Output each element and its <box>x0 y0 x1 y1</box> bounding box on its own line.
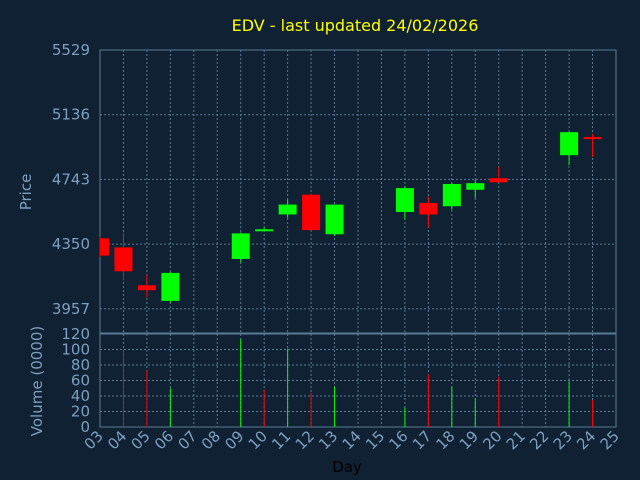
candle <box>583 133 602 157</box>
candle <box>231 232 250 263</box>
day-tick-label: 15 <box>362 427 388 453</box>
day-axis-label: Day <box>332 458 362 476</box>
candle <box>278 199 297 218</box>
volume-axis-label: Volume (0000) <box>28 326 46 436</box>
candle-body <box>442 184 461 207</box>
candle-body <box>466 183 485 190</box>
day-tick-label: 20 <box>479 427 505 453</box>
candle-body <box>100 238 109 256</box>
day-tick-label: 12 <box>292 427 318 453</box>
day-tick-label: 23 <box>550 427 576 453</box>
candle-body <box>489 178 508 183</box>
day-tick-label: 18 <box>432 427 458 453</box>
candle <box>114 232 133 281</box>
candle-body <box>114 247 133 272</box>
candle-body <box>161 272 180 301</box>
day-tick-label: 14 <box>339 427 365 453</box>
candle <box>466 179 485 199</box>
candle <box>395 186 414 220</box>
day-tick-label: 06 <box>151 427 177 453</box>
volume-tick-label: 120 <box>61 325 90 343</box>
price-panel: 3957 4350 4743 5136 5529 Price <box>17 41 617 334</box>
day-x-ticks: 0304050607080910111213141516171819202122… <box>81 427 623 453</box>
chart-title: EDV - last updated 24/02/2026 <box>232 16 479 35</box>
day-tick-label: 05 <box>128 427 154 453</box>
day-tick-label: 22 <box>526 427 552 453</box>
day-tick-label: 07 <box>174 427 200 453</box>
candle-body <box>419 202 438 215</box>
price-grid <box>100 50 616 333</box>
day-tick-label: 24 <box>573 427 599 453</box>
price-tick-label: 5529 <box>52 41 90 59</box>
price-y-ticks: 3957 4350 4743 5136 5529 <box>52 41 90 318</box>
price-tick-label: 5136 <box>52 106 90 124</box>
price-tick-label: 3957 <box>52 300 90 318</box>
candle <box>161 272 180 303</box>
day-tick-label: 17 <box>409 427 435 453</box>
candle <box>99 236 109 258</box>
candle-body <box>583 137 602 140</box>
day-tick-label: 16 <box>386 427 412 453</box>
candle-body <box>231 233 250 259</box>
candle-body <box>560 132 579 156</box>
volume-bars <box>122 339 594 427</box>
day-tick-label: 11 <box>268 427 294 453</box>
day-tick-label: 08 <box>198 427 224 453</box>
candle <box>302 193 321 231</box>
candle-body <box>325 204 344 235</box>
candle <box>419 196 438 228</box>
candle <box>442 183 461 210</box>
volume-tick-label: 0 <box>80 418 90 436</box>
day-tick-label: 25 <box>597 427 623 453</box>
day-tick-label: 09 <box>221 427 247 453</box>
volume-tick-label: 60 <box>71 372 90 390</box>
candle <box>489 166 508 183</box>
candles <box>99 132 602 303</box>
day-tick-label: 13 <box>315 427 341 453</box>
candle <box>560 132 579 166</box>
candle-body <box>302 194 321 231</box>
volume-tick-label: 40 <box>71 387 90 405</box>
price-tick-label: 4350 <box>52 235 90 253</box>
price-axis-label: Price <box>17 174 35 211</box>
price-tick-label: 4743 <box>52 170 90 188</box>
candle <box>325 204 344 236</box>
candle-body <box>395 188 414 212</box>
candle-body <box>278 204 297 215</box>
volume-tick-label: 80 <box>71 356 90 374</box>
day-tick-label: 10 <box>245 427 271 453</box>
candle-body <box>137 285 156 291</box>
day-tick-label: 04 <box>104 427 130 453</box>
candle-body <box>255 229 274 232</box>
day-tick-label: 21 <box>503 427 529 453</box>
volume-tick-label: 20 <box>71 403 90 421</box>
day-tick-label: 19 <box>456 427 482 453</box>
volume-tick-label: 100 <box>61 341 90 359</box>
candle <box>255 227 274 232</box>
candle <box>137 274 156 298</box>
